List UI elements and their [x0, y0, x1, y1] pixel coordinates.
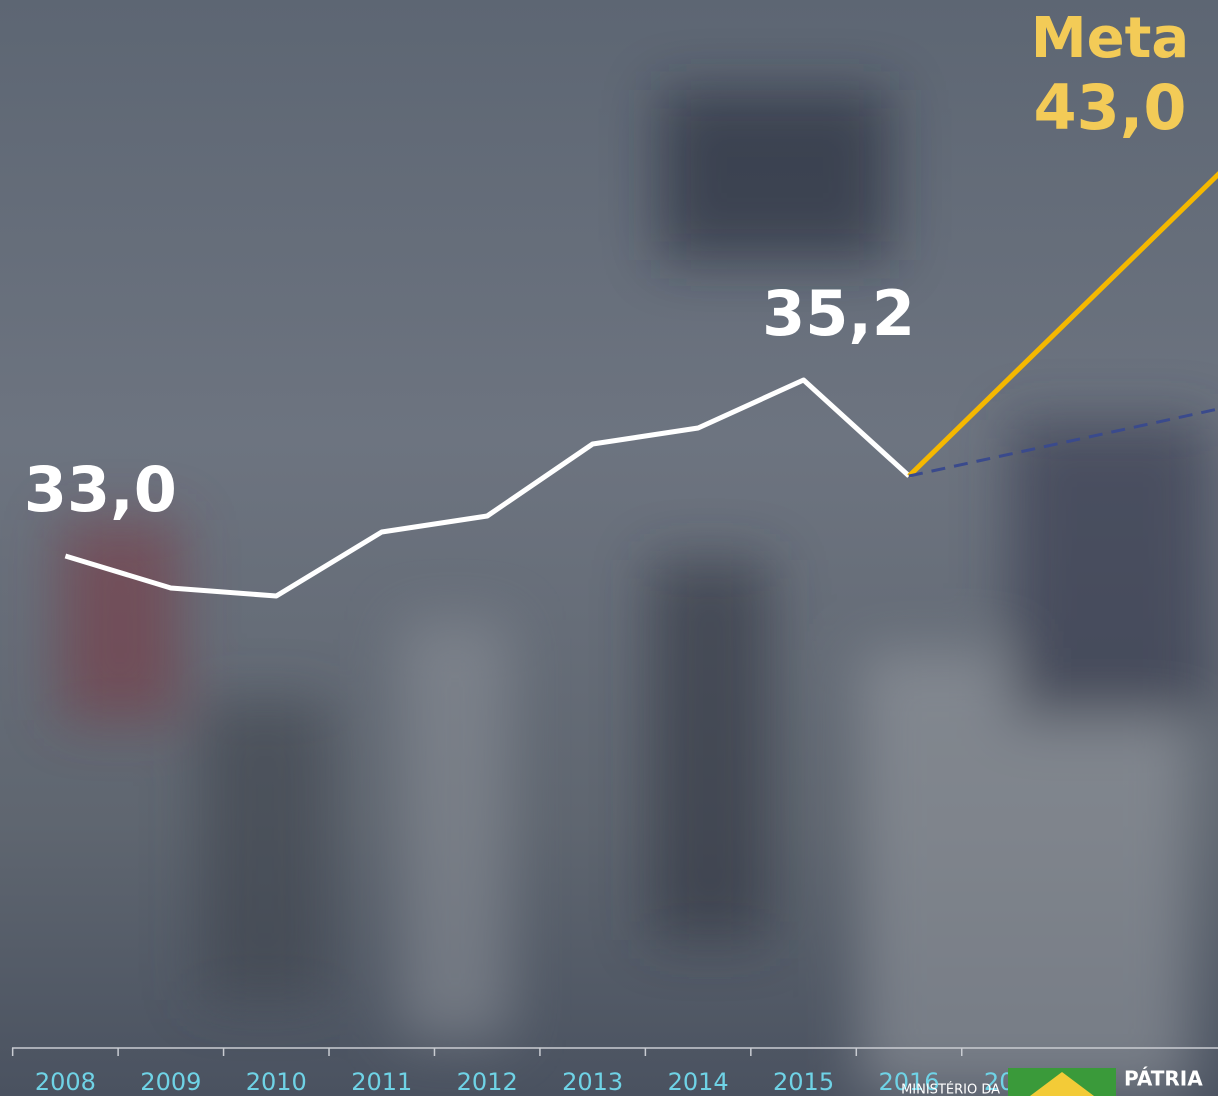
data-label: 35,2: [762, 277, 915, 350]
x-tick-label: 2012: [457, 1068, 518, 1096]
annotation: Meta: [1031, 6, 1189, 71]
x-tick-label: 2015: [773, 1068, 834, 1096]
x-tick-label: 2011: [351, 1068, 412, 1096]
x-tick-label: 2009: [140, 1068, 201, 1096]
x-tick-label: 2014: [668, 1068, 729, 1096]
x-tick-label: 2013: [562, 1068, 623, 1096]
ministry: MINISTÉRIO DA: [901, 1082, 1000, 1096]
logo-shape: [1030, 1072, 1094, 1096]
series-line: [908, 407, 1218, 478]
data-label: 33,0: [24, 453, 177, 526]
photo-blur: [60, 90, 1210, 1096]
series-line: [907, 171, 1218, 478]
data-label: 43,0: [1034, 71, 1187, 144]
slogan: PÁTRIA: [1124, 1067, 1203, 1091]
x-tick-label: 2008: [35, 1068, 96, 1096]
x-tick-label: 2016: [878, 1068, 939, 1096]
series-line: [64, 377, 911, 599]
x-tick-label: 2010: [246, 1068, 307, 1096]
